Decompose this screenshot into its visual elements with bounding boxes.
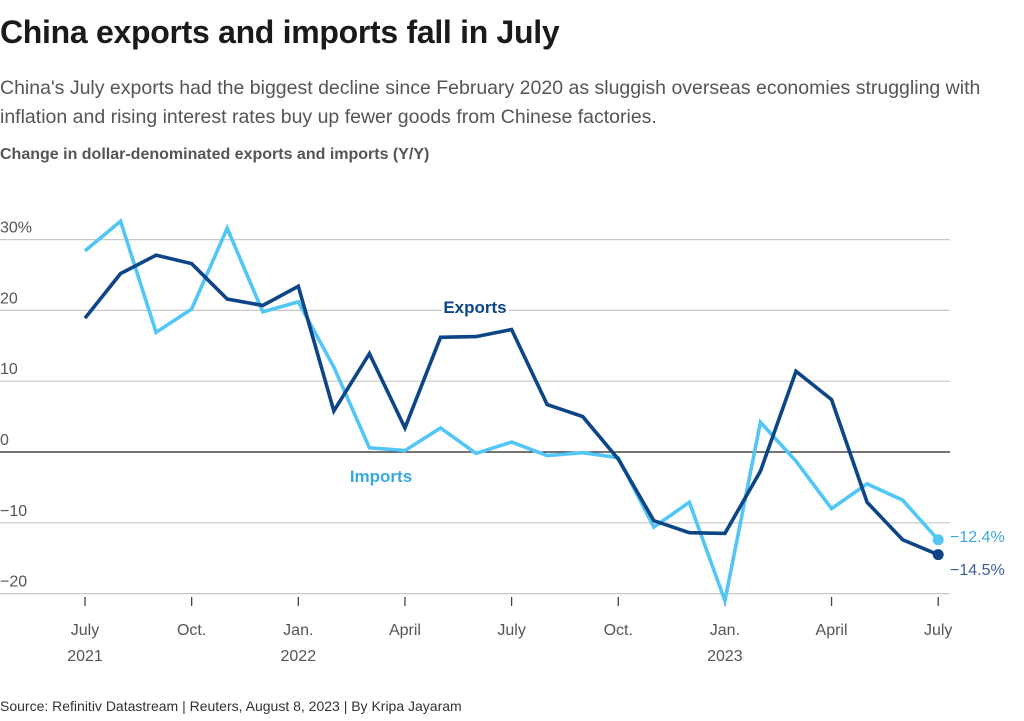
chart-title: China exports and imports fall in July <box>0 14 560 50</box>
x-tick-label: July <box>71 622 99 639</box>
x-tick-year: 2021 <box>67 648 103 665</box>
y-tick-label: 10 <box>0 361 18 378</box>
y-axis-ticks: 30% 20 10 0 −10 −20 <box>0 220 32 591</box>
x-tick-label: April <box>816 622 848 639</box>
series-line-imports <box>83 218 940 608</box>
end-label-imports: −12.4% <box>950 529 1005 546</box>
series-label-imports: Imports <box>350 467 412 486</box>
y-tick-label: −10 <box>0 503 27 520</box>
y-tick-label: 30% <box>0 220 32 237</box>
x-tick-label: Jan. <box>710 622 740 639</box>
gridlines <box>0 239 950 595</box>
x-tick-label: April <box>389 622 421 639</box>
x-tick-label: Oct. <box>604 622 633 639</box>
x-tick-label: Jan. <box>283 622 313 639</box>
series-lines <box>83 218 944 608</box>
end-label-exports: −14.5% <box>950 562 1005 579</box>
chart-subtitle: China's July exports had the biggest dec… <box>0 77 981 128</box>
x-tick-year: 2023 <box>707 648 743 665</box>
x-axis-ticks: July 2021 Oct. Jan. 2022 April July Oct. Jan. 202… <box>67 597 952 665</box>
source-note: Source: Refinitiv Datastream | Reuters, … <box>0 698 462 714</box>
x-tick-label: Oct. <box>177 622 206 639</box>
series-line-exports <box>83 253 939 557</box>
x-tick-year: 2022 <box>281 648 317 665</box>
end-point-exports <box>932 549 944 561</box>
x-tick-label: July <box>497 622 525 639</box>
y-tick-label: 0 <box>0 432 9 449</box>
chart-axis-title: Change in dollar-denominated exports and… <box>0 146 430 163</box>
end-point-imports <box>932 534 944 546</box>
series-label-exports: Exports <box>443 298 506 317</box>
x-tick-label: July <box>924 622 952 639</box>
y-tick-label: −20 <box>0 574 27 591</box>
y-tick-label: 20 <box>0 290 18 307</box>
